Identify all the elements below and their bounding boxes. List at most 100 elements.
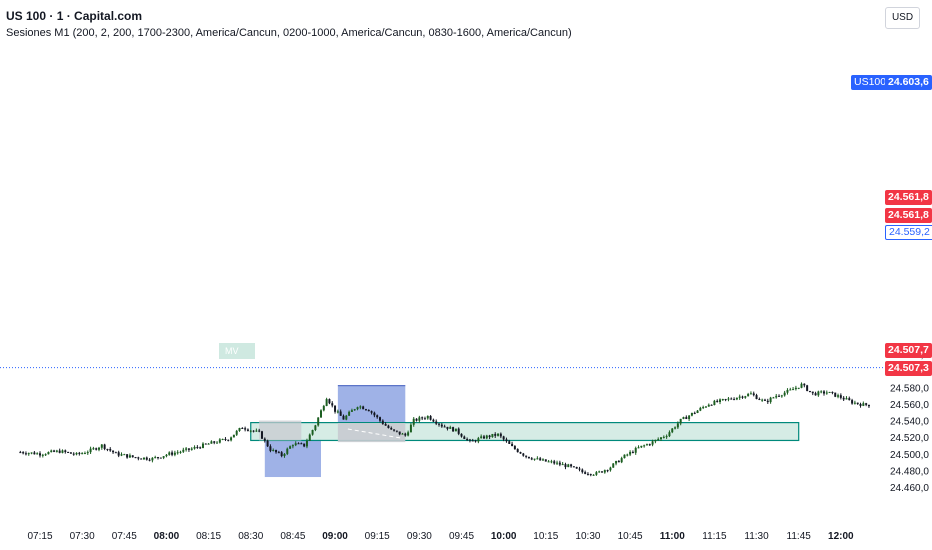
candle-body — [381, 420, 384, 424]
candle-body — [409, 424, 412, 433]
candle-body — [216, 442, 219, 444]
candle-body — [598, 471, 601, 473]
candle-body — [95, 448, 98, 450]
candle-body — [615, 460, 618, 464]
candle-body — [137, 457, 140, 459]
candle-body — [339, 411, 342, 416]
candle-body — [440, 424, 443, 427]
candle-body — [674, 427, 677, 429]
candle-body — [418, 417, 421, 421]
candle-body — [47, 452, 50, 455]
time-axis[interactable]: 07:15 07:30 07:45 08:00 08:15 08:30 08:45 09:00… — [27, 531, 854, 542]
high-price-tag-2: 24.561,8 — [885, 208, 932, 223]
candle-body — [848, 398, 851, 401]
candle-body — [747, 394, 750, 397]
candle-body — [249, 430, 252, 432]
candle-body — [457, 428, 460, 434]
candle-body — [688, 415, 691, 420]
candle-body — [303, 443, 306, 447]
price-tick-label: 24.500,0 — [890, 450, 929, 461]
candle-body — [485, 435, 488, 439]
candle-body — [508, 441, 511, 444]
candle-body — [758, 399, 761, 401]
price-tick-label: 24.580,0 — [890, 383, 929, 394]
candle-body — [744, 396, 747, 398]
candle-body — [547, 461, 550, 463]
candle-body — [541, 459, 544, 461]
candle-body — [308, 434, 311, 441]
candle-body — [22, 452, 25, 454]
candle-body — [53, 450, 56, 452]
candle-body — [704, 406, 707, 408]
candle-body — [640, 445, 643, 448]
candle-body — [556, 462, 559, 464]
candle-body — [446, 426, 449, 429]
candle-body — [334, 405, 337, 412]
candle-body — [761, 399, 764, 401]
candle-body — [30, 452, 33, 454]
candle-body — [140, 458, 143, 460]
candle-body — [33, 452, 36, 455]
candle-body — [61, 450, 64, 453]
candle-body — [373, 412, 376, 416]
candle-body — [505, 439, 508, 442]
candle-body — [246, 429, 249, 431]
candle-body — [100, 444, 103, 448]
price-tick-label: 24.480,0 — [890, 466, 929, 477]
candle-body — [471, 440, 474, 442]
currency-button[interactable]: USD — [885, 7, 920, 29]
candle-body — [645, 444, 648, 446]
last-price-tag: 24.559,2 — [885, 225, 932, 240]
price-tick-label: 24.540,0 — [890, 417, 929, 428]
candle-body — [162, 456, 165, 458]
candle-body — [423, 418, 426, 420]
candle-body — [454, 428, 457, 432]
candle-body — [69, 452, 72, 454]
candle-body — [367, 410, 370, 412]
candle-body — [266, 440, 269, 447]
candle-body — [856, 402, 859, 404]
candle-body — [513, 446, 516, 450]
candle-body — [415, 418, 418, 421]
candle-body — [575, 466, 578, 469]
candle-body — [235, 430, 238, 435]
candle-body — [820, 391, 823, 393]
chart-title[interactable]: US 100 · 1 · Capital.com — [6, 9, 143, 23]
candle-body — [867, 404, 870, 407]
candle-body — [24, 453, 27, 455]
candle-body — [592, 474, 595, 476]
candle-body — [196, 447, 199, 449]
time-tick-label: 11:15 — [702, 531, 727, 542]
candle-body — [36, 453, 39, 455]
time-tick-label: 10:30 — [575, 531, 600, 542]
time-tick-label: 07:30 — [70, 531, 95, 542]
candle-body — [488, 435, 491, 438]
candle-body — [612, 463, 615, 468]
candle-body — [862, 403, 865, 406]
candle-body — [806, 385, 809, 391]
candle-body — [171, 452, 174, 455]
candle-body — [387, 425, 390, 429]
candle-body — [72, 453, 75, 455]
candle-body — [822, 391, 825, 394]
candle-body — [502, 436, 505, 440]
candle-body — [789, 389, 792, 391]
candle-body — [407, 432, 410, 436]
candle-body — [348, 411, 351, 416]
candle-body — [106, 448, 109, 450]
indicator-legend[interactable]: Sesiones M1 (200, 2, 200, 1700-2300, Ame… — [6, 27, 572, 39]
candle-body — [78, 452, 81, 454]
candle-body — [325, 399, 328, 406]
time-tick-label: 08:00 — [154, 531, 180, 542]
candle-body — [662, 436, 665, 438]
candle-body — [775, 395, 778, 398]
candle-body — [201, 443, 204, 448]
candle-body — [586, 473, 589, 475]
candle-body — [263, 438, 266, 441]
candle-body — [230, 437, 233, 441]
candle-body — [811, 391, 814, 394]
candle-body — [865, 403, 868, 405]
candle-body — [794, 387, 797, 390]
